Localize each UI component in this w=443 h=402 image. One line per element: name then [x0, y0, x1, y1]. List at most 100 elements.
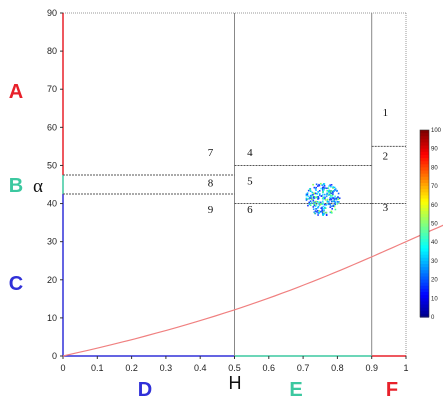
- scatter-point: [326, 198, 329, 201]
- scatter-point: [322, 183, 325, 185]
- scatter-point: [338, 197, 341, 199]
- colorbar-segment: [420, 145, 429, 150]
- colorbar-segment: [420, 279, 429, 284]
- colorbar-segment: [420, 170, 429, 175]
- scatter-point: [324, 207, 327, 209]
- scatter-point: [329, 211, 332, 214]
- scatter-point: [321, 210, 323, 212]
- colorbar-segment: [420, 251, 429, 256]
- colorbar-tick-label: 70: [431, 184, 438, 190]
- scatter-point: [330, 205, 333, 208]
- x-tick-label: 0.3: [160, 363, 173, 373]
- x-tick-label: 0: [60, 363, 65, 373]
- zone-labels: 1 2 3 4 5 6 7 8 9: [208, 107, 389, 216]
- colorbar-segment: [420, 133, 429, 137]
- scatter-point: [334, 202, 337, 204]
- scatter-point: [307, 204, 309, 207]
- colorbar-segment: [420, 226, 429, 231]
- scatter-point: [330, 210, 333, 213]
- colorbar-tick-label: 10: [431, 296, 438, 302]
- scatter-point: [332, 205, 334, 207]
- scatter-point: [320, 187, 322, 190]
- scatter-point: [328, 189, 330, 192]
- scatter-point: [328, 185, 330, 187]
- colorbar-segment: [420, 270, 429, 274]
- scatter-point: [310, 195, 313, 198]
- scatter-point: [324, 211, 327, 214]
- colorbar-segment: [420, 148, 429, 153]
- colorbar-segment: [420, 239, 429, 243]
- scatter-point: [310, 202, 313, 204]
- scatter-point: [317, 197, 320, 199]
- scatter-point: [331, 212, 333, 214]
- colorbar-segment: [420, 167, 429, 172]
- colorbar-segment: [420, 207, 429, 212]
- scatter-point: [323, 213, 325, 215]
- scatter-point: [326, 193, 328, 196]
- scatter-point: [311, 194, 313, 196]
- colorbar-segment: [420, 151, 429, 156]
- zone-label-1: 1: [383, 107, 389, 119]
- colorbar-segment: [420, 130, 429, 134]
- scatter-point: [327, 190, 330, 193]
- colorbar-segment: [420, 179, 429, 184]
- scatter-point: [321, 207, 323, 210]
- scatter-point: [305, 199, 308, 201]
- scatter-point: [330, 184, 333, 186]
- scatter-point: [307, 189, 310, 192]
- scatter-point: [311, 191, 314, 194]
- scatter-point: [337, 198, 340, 200]
- scatter-point: [330, 197, 332, 200]
- scatter-point: [331, 190, 333, 192]
- scatter-point: [317, 214, 319, 216]
- scatter-point: [330, 198, 333, 201]
- scatter-point: [317, 185, 319, 187]
- scatter-point: [335, 201, 337, 203]
- region-label-a: A: [9, 81, 23, 103]
- colorbar-segment: [420, 282, 429, 287]
- scatter-point: [320, 207, 322, 209]
- scatter-point: [323, 209, 325, 212]
- scatter-point: [334, 188, 337, 190]
- scatter-point: [323, 196, 325, 198]
- x-axis-label: H: [229, 373, 242, 393]
- scatter-point: [322, 210, 325, 213]
- scatter-point: [312, 192, 315, 194]
- scatter-point: [335, 197, 338, 200]
- colorbar-tick-label: 90: [431, 147, 438, 153]
- scatter-point: [334, 195, 336, 198]
- scatter-point: [324, 196, 326, 199]
- scatter-point: [323, 188, 325, 191]
- colorbar-segment: [420, 142, 429, 147]
- y-tick-label: 0: [52, 351, 57, 361]
- scatter-cluster: [305, 182, 341, 216]
- scatter-point: [327, 187, 330, 189]
- x-tick-label: 0.1: [91, 363, 104, 373]
- colorbar-segment: [420, 139, 429, 144]
- y-tick-label: 90: [47, 8, 57, 18]
- scatter-point: [321, 209, 323, 211]
- scatter-point: [330, 200, 333, 203]
- scatter-point: [316, 201, 319, 203]
- scatter-point: [312, 196, 315, 198]
- scatter-point: [329, 190, 332, 192]
- colorbar-segment: [420, 223, 429, 228]
- zone-label-8: 8: [208, 177, 214, 189]
- scatter-point: [320, 201, 322, 204]
- colorbar-tick-label: 40: [431, 240, 438, 246]
- scatter-point: [306, 193, 309, 196]
- colorbar-tick-label: 20: [431, 278, 438, 284]
- boundary-curve: [62, 224, 443, 357]
- scatter-point: [327, 200, 329, 203]
- scatter-point: [312, 199, 315, 202]
- x-tick-label: 0.4: [194, 363, 207, 373]
- colorbar-segment: [420, 158, 429, 162]
- scatter-point: [329, 184, 331, 186]
- colorbar-segment: [420, 257, 429, 262]
- x-tick-label: 0.2: [125, 363, 138, 373]
- scatter-point: [324, 197, 326, 200]
- scatter-point: [322, 200, 324, 203]
- scatter-point: [318, 204, 321, 206]
- y-axis-label: α: [33, 176, 43, 197]
